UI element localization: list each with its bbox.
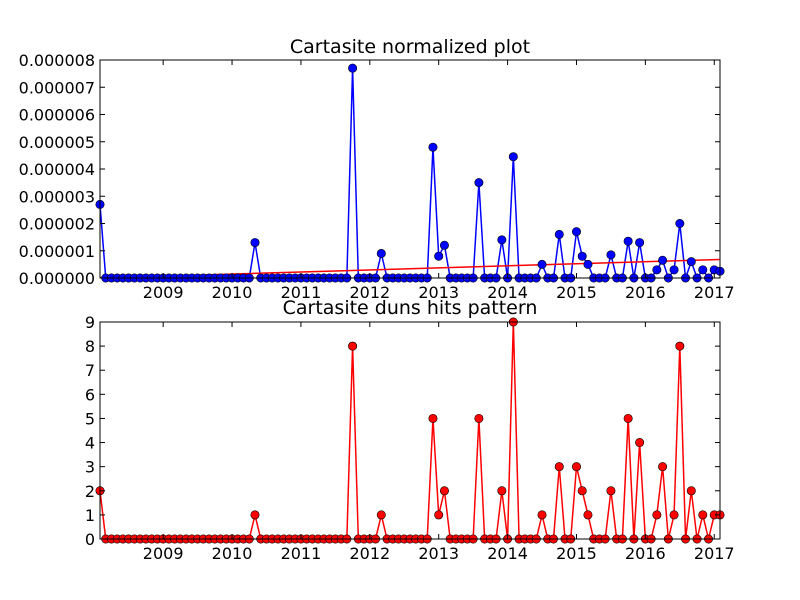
y-tick-label: 6	[85, 385, 95, 404]
x-tick-label: 2009	[143, 283, 184, 302]
y-tick-label: 0.000005	[19, 133, 95, 152]
data-point	[571, 227, 581, 237]
y-tick-label: 2	[85, 482, 95, 501]
data-point	[675, 341, 685, 351]
x-tick-label: 2013	[418, 544, 459, 563]
data-point	[623, 413, 633, 423]
x-tick-label: 2010	[212, 544, 253, 563]
y-tick-label: 0.000007	[19, 78, 95, 97]
y-tick-label: 0.000004	[19, 160, 95, 179]
chart-title: Cartasite normalized plot	[290, 36, 530, 58]
x-tick-label: 2012	[349, 544, 390, 563]
y-tick-label: 0.000008	[19, 51, 95, 70]
data-point	[686, 257, 696, 267]
data-point	[434, 510, 444, 520]
data-point	[583, 259, 593, 269]
data-point	[554, 229, 564, 239]
y-tick-label: 1	[85, 506, 95, 525]
data-point	[669, 510, 679, 520]
data-point	[583, 510, 593, 520]
y-tick-label: 0.000002	[19, 215, 95, 234]
x-tick-label: 2015	[556, 283, 597, 302]
x-tick-label: 2009	[143, 544, 184, 563]
data-point	[577, 251, 587, 261]
data-point	[698, 265, 708, 275]
data-point	[497, 486, 507, 496]
data-point	[474, 413, 484, 423]
data-point	[652, 510, 662, 520]
y-tick-label: 0.000000	[19, 269, 95, 288]
y-tick-label: 3	[85, 458, 95, 477]
x-tick-label: 2014	[487, 544, 528, 563]
data-point	[686, 486, 696, 496]
x-tick-label: 2011	[281, 283, 322, 302]
x-tick-label: 2012	[349, 283, 390, 302]
data-point	[675, 219, 685, 229]
x-tick-label: 2011	[281, 544, 322, 563]
x-tick-label: 2017	[694, 283, 735, 302]
x-tick-label: 2013	[418, 283, 459, 302]
x-tick-label: 2015	[556, 544, 597, 563]
data-point	[428, 142, 438, 152]
data-point	[658, 462, 668, 472]
data-point	[698, 510, 708, 520]
data-point	[508, 152, 518, 162]
x-tick-label: 2010	[212, 283, 253, 302]
normalized-plot: Cartasite normalized plot 2009 2010 2011 20…	[19, 36, 735, 302]
data-point	[250, 510, 260, 520]
data-point	[439, 240, 449, 250]
y-tick-label: 7	[85, 361, 95, 380]
y-tick-label: 0.000006	[19, 106, 95, 125]
chart-title: Cartasite duns hits pattern	[283, 297, 538, 319]
y-tick-label: 9	[85, 313, 95, 332]
data-point	[348, 63, 358, 73]
data-point	[606, 486, 616, 496]
plot-area: 2009 2010 2011 2012 2013 2014 2015 2016 2017 0.00…	[19, 51, 735, 302]
data-point	[537, 510, 547, 520]
data-point	[606, 250, 616, 260]
data-point	[652, 265, 662, 275]
data-point	[439, 486, 449, 496]
data-point	[554, 462, 564, 472]
data-point	[376, 248, 386, 258]
y-tick-label: 4	[85, 434, 95, 453]
y-tick-label: 8	[85, 337, 95, 356]
data-point	[635, 238, 645, 248]
data-point	[428, 413, 438, 423]
plot-area: 2009 2010 2011 2012 2013 2014 2015 2016 2017 0 1 2 3…	[85, 313, 735, 563]
data-point	[474, 178, 484, 188]
data-point	[571, 462, 581, 472]
data-point	[577, 486, 587, 496]
data-point	[376, 510, 386, 520]
y-tick-label: 0.000001	[19, 242, 95, 261]
x-tick-label: 2016	[625, 544, 666, 563]
hits-pattern-plot: Cartasite duns hits pattern 2009 2010 2011…	[85, 297, 735, 563]
data-point	[250, 238, 260, 248]
data-point	[658, 255, 668, 265]
x-tick-label: 2016	[625, 283, 666, 302]
data-point	[669, 265, 679, 275]
x-tick-label: 2017	[694, 544, 735, 563]
data-point	[434, 251, 444, 261]
axes-frame	[99, 321, 721, 540]
y-tick-label: 0	[85, 530, 95, 549]
data-point	[348, 341, 358, 351]
data-point	[537, 259, 547, 269]
y-tick-label: 5	[85, 409, 95, 428]
data-point	[623, 236, 633, 246]
x-tick-label: 2014	[487, 283, 528, 302]
y-tick-label: 0.000003	[19, 187, 95, 206]
data-point	[635, 438, 645, 448]
data-point	[497, 235, 507, 245]
